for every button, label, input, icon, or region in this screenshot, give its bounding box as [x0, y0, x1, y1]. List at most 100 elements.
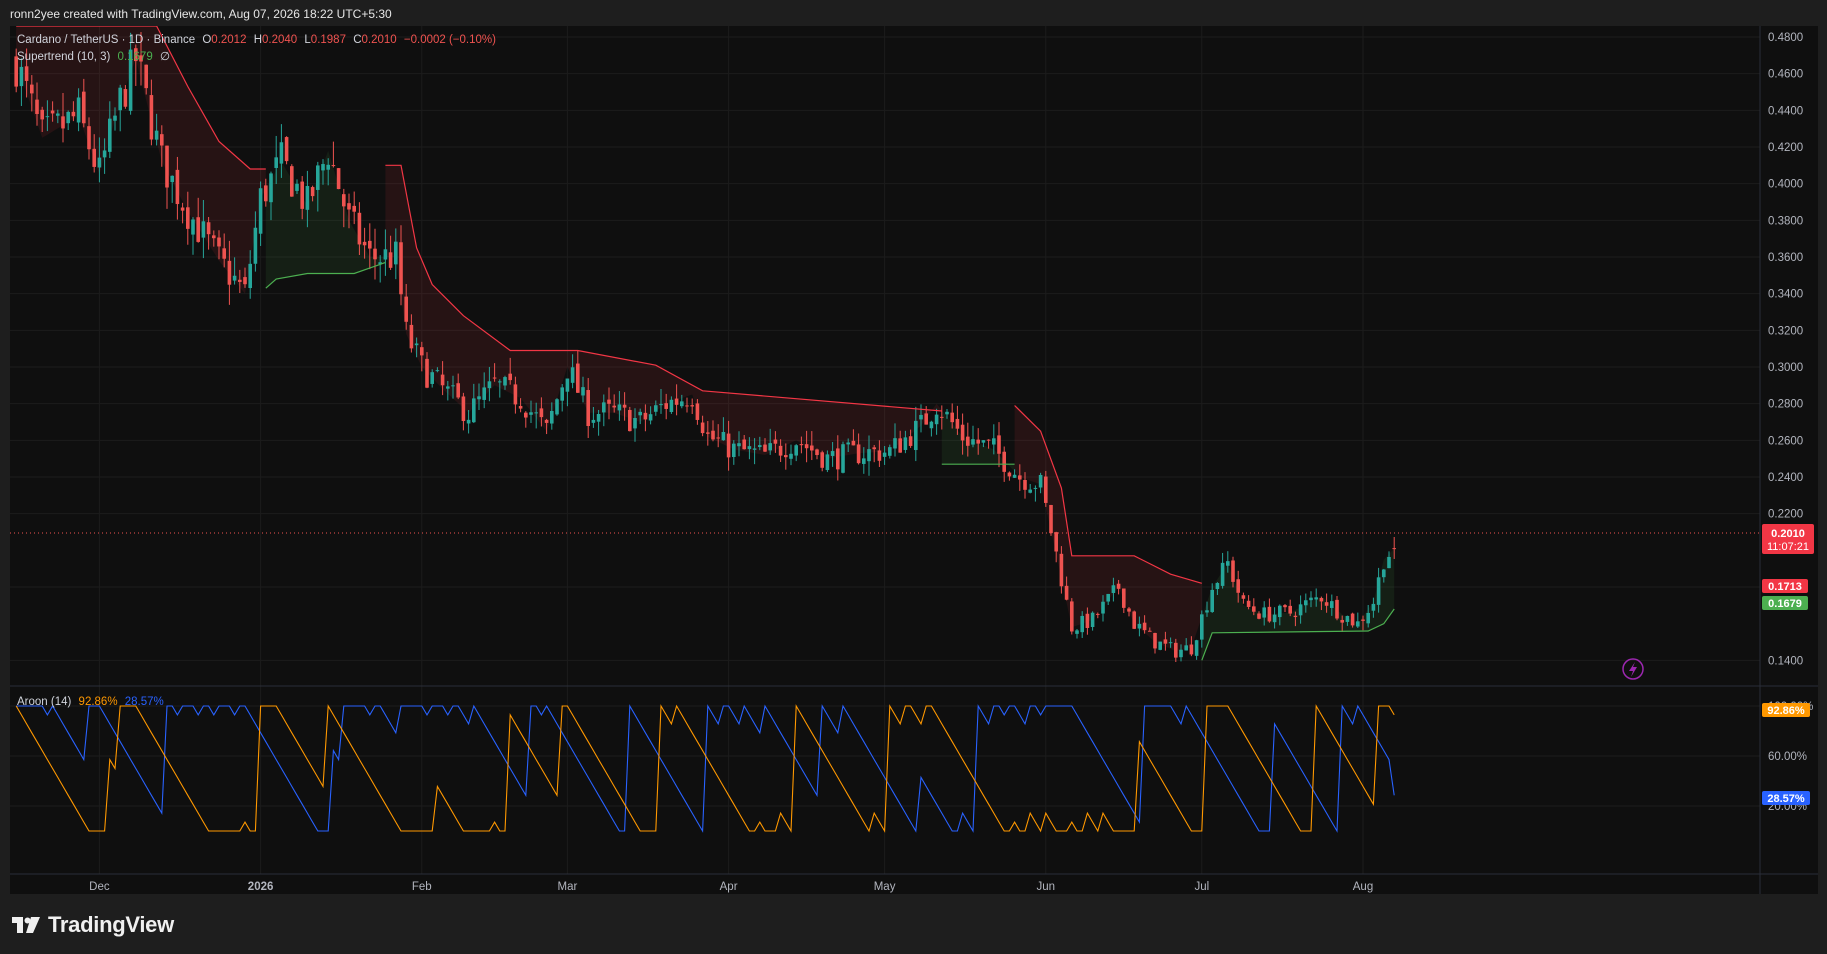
candle-body — [971, 439, 975, 445]
candle-body — [534, 412, 538, 414]
candle-body — [576, 363, 580, 393]
candle-body — [87, 126, 91, 150]
last-price-badge: 0.2010 11:07:21 — [1762, 524, 1814, 554]
chart-canvas[interactable]: 0.4800 0.4600 0.4400 0.4200 0.4000 0.3800 0.36… — [10, 25, 1818, 894]
candle-body — [1122, 588, 1126, 608]
candle-body — [180, 207, 185, 211]
candle-body — [1324, 602, 1329, 606]
candle-body — [279, 142, 284, 164]
candle-body — [981, 440, 986, 443]
candle-body — [539, 408, 544, 418]
candle-body — [253, 227, 258, 264]
candle-body — [232, 275, 237, 281]
candle-body — [310, 187, 315, 197]
candle-body — [1293, 615, 1298, 618]
candle-body — [1012, 474, 1017, 478]
candle-body — [430, 372, 434, 384]
candle-body — [326, 164, 330, 170]
candle-body — [867, 449, 871, 462]
candle-body — [113, 115, 117, 121]
candle-body — [50, 110, 55, 114]
low-label: L — [304, 34, 311, 46]
price-tick-label: 0.2800 — [1768, 399, 1803, 411]
aroon-label: Aroon (14) — [17, 696, 72, 708]
candle-body — [934, 414, 939, 425]
chart-frame[interactable]: 0.4800 0.4600 0.4400 0.4200 0.4000 0.3800 0.36… — [10, 25, 1818, 894]
change-value: −0.0002 (−0.10%) — [403, 34, 496, 46]
candle-body — [1111, 585, 1116, 594]
candle-body — [674, 398, 679, 405]
candle-body — [518, 406, 523, 409]
candle-body — [1163, 639, 1168, 644]
open-label: O — [202, 34, 212, 46]
candle-body — [19, 66, 24, 87]
aroon-up-badge-value: 92.86% — [1767, 705, 1805, 717]
candle-body — [383, 249, 388, 260]
time-tick-label: May — [874, 881, 896, 893]
candle-body — [108, 118, 112, 152]
candle-body — [555, 399, 559, 415]
candle-body — [461, 396, 466, 422]
candle-body — [336, 168, 341, 190]
candle-body — [1200, 614, 1204, 640]
price-tick-label: 0.3400 — [1768, 289, 1803, 301]
candle-body — [654, 405, 658, 412]
candle-body — [446, 386, 450, 389]
aroon-up-value: 92.86% — [78, 696, 118, 708]
candle-body — [690, 405, 694, 407]
candle-body — [212, 235, 216, 239]
candle-body — [1158, 641, 1162, 650]
lightning-icon[interactable] — [1622, 658, 1644, 680]
candle-body — [248, 263, 252, 289]
aroon-down-line — [16, 704, 1395, 833]
candle-body — [945, 411, 949, 415]
candle-body — [378, 262, 382, 265]
candle-body — [1262, 607, 1266, 618]
candle-body — [862, 458, 866, 464]
candle-body — [40, 109, 44, 120]
candle-body — [362, 241, 367, 246]
candle-body — [664, 403, 668, 409]
candle-body — [825, 454, 830, 471]
candle-body — [737, 443, 741, 447]
candle-body — [752, 448, 757, 450]
candle-body — [420, 347, 424, 356]
candle-body — [960, 424, 965, 441]
candle-body — [648, 414, 653, 421]
green-level-value: 0.1679 — [1768, 598, 1802, 610]
candle-body — [1278, 605, 1282, 618]
candle-body — [1085, 613, 1090, 628]
candle-body — [175, 169, 180, 205]
candle-body — [227, 260, 232, 285]
candle-body — [1174, 642, 1178, 658]
supertrend-up-fill — [265, 150, 386, 289]
candle-body — [622, 404, 627, 408]
candle-body — [56, 113, 60, 116]
candle-body — [1059, 553, 1064, 587]
candle-body — [118, 87, 122, 111]
candle-body — [191, 219, 195, 235]
candle-body — [1002, 451, 1006, 472]
candle-body — [217, 237, 221, 247]
supertrend-down-line — [1014, 405, 1202, 584]
candle-body — [1018, 475, 1022, 480]
candle-body — [1314, 597, 1318, 600]
supertrend-down-fill — [1014, 405, 1202, 652]
price-tick-label: 0.4000 — [1768, 179, 1803, 191]
candle-body — [877, 450, 882, 461]
candle-body — [997, 435, 1001, 454]
candle-body — [1226, 561, 1230, 566]
time-tick-label: Dec — [89, 881, 110, 893]
supertrend-label: Supertrend (10, 3) — [17, 51, 111, 63]
supertrend-value: 0.1679 — [117, 51, 153, 63]
candle-body — [352, 205, 356, 212]
candle-body — [45, 116, 50, 118]
candle-body — [836, 448, 840, 470]
price-tick-label: 0.3600 — [1768, 252, 1803, 264]
candle-body — [196, 217, 200, 242]
candle-body — [1220, 562, 1225, 586]
candle-body — [659, 404, 663, 406]
candle-body — [30, 84, 34, 94]
candle-body — [950, 412, 954, 423]
candle-body — [1179, 649, 1183, 658]
